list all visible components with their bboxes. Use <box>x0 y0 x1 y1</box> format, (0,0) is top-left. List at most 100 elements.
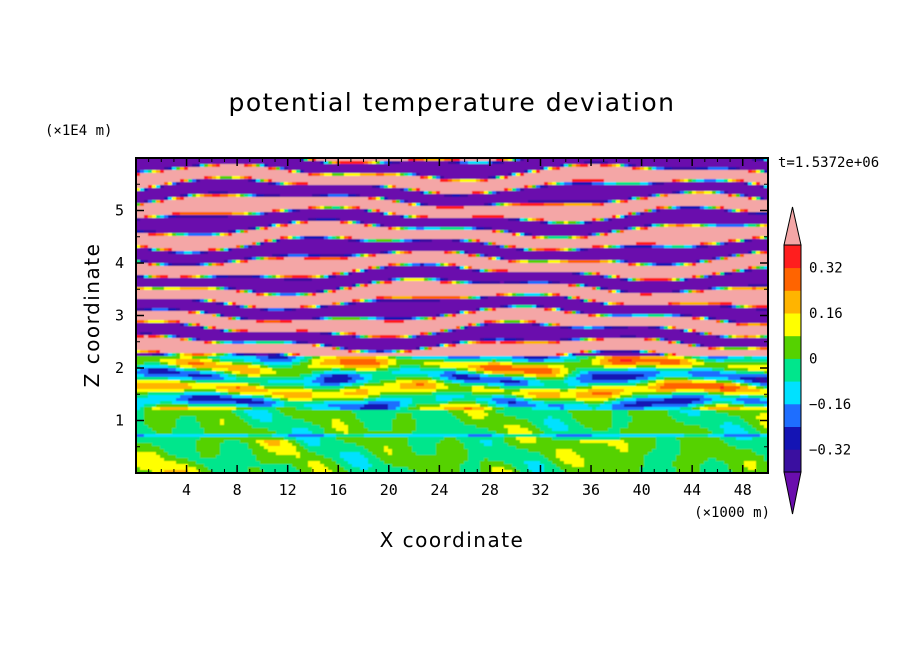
field-cell <box>740 248 745 252</box>
field-cell <box>328 164 333 168</box>
field-cell <box>464 194 469 198</box>
field-cell <box>688 170 693 174</box>
field-cell <box>248 221 253 225</box>
field-cell <box>756 185 761 189</box>
field-cell <box>164 200 169 204</box>
field-cell <box>460 167 465 171</box>
field-cell <box>544 179 549 183</box>
field-cell <box>360 209 365 213</box>
field-cell <box>220 212 225 216</box>
field-cell <box>160 164 165 168</box>
field-cell <box>476 167 481 171</box>
field-cell <box>644 203 649 207</box>
field-cell <box>148 227 153 231</box>
field-cell <box>156 224 161 228</box>
field-cell <box>344 251 349 255</box>
field-cell <box>596 197 601 201</box>
field-cell <box>588 188 593 192</box>
field-cell <box>744 224 749 228</box>
field-cell <box>172 191 177 195</box>
field-cell <box>352 161 357 165</box>
field-cell <box>480 167 485 171</box>
field-cell <box>636 203 641 207</box>
field-cell <box>300 158 305 162</box>
field-cell <box>664 185 669 189</box>
field-cell <box>284 176 289 180</box>
field-cell <box>340 185 345 189</box>
field-cell <box>304 218 309 222</box>
field-cell <box>232 233 237 237</box>
field-cell <box>512 188 517 192</box>
field-cell <box>436 173 441 177</box>
field-cell <box>196 245 201 249</box>
field-cell <box>136 194 141 198</box>
field-cell <box>412 221 417 225</box>
field-cell <box>364 173 369 177</box>
field-cell <box>256 209 261 213</box>
field-cell <box>296 245 301 249</box>
field-cell <box>192 212 197 216</box>
field-cell <box>296 248 301 252</box>
field-cell <box>564 170 569 174</box>
field-cell <box>196 179 201 183</box>
field-cell <box>412 206 417 210</box>
field-cell <box>532 236 537 240</box>
field-cell <box>636 179 641 183</box>
field-cell <box>388 164 393 168</box>
field-cell <box>284 251 289 255</box>
field-cell <box>676 179 681 183</box>
field-cell <box>560 194 565 198</box>
field-cell <box>536 164 541 168</box>
field-cell <box>252 203 257 207</box>
field-cell <box>160 203 165 207</box>
field-cell <box>552 239 557 243</box>
field-cell <box>580 164 585 168</box>
field-cell <box>308 236 313 240</box>
field-cell <box>640 230 645 234</box>
field-cell <box>640 233 645 237</box>
field-cell <box>656 239 661 243</box>
field-cell <box>488 188 493 192</box>
field-cell <box>536 206 541 210</box>
field-cell <box>184 212 189 216</box>
field-cell <box>608 194 613 198</box>
field-cell <box>304 227 309 231</box>
field-cell <box>272 158 277 162</box>
field-cell <box>224 236 229 240</box>
field-cell <box>272 185 277 189</box>
field-cell <box>264 164 269 168</box>
field-cell <box>304 233 309 237</box>
field-cell <box>508 179 513 183</box>
field-cell <box>744 170 749 174</box>
field-cell <box>564 224 569 228</box>
field-cell <box>532 191 537 195</box>
field-cell <box>284 161 289 165</box>
field-cell <box>304 173 309 177</box>
field-cell <box>624 245 629 249</box>
field-cell <box>152 158 157 162</box>
field-cell <box>368 170 373 174</box>
field-cell <box>196 233 201 237</box>
field-cell <box>672 194 677 198</box>
field-cell <box>268 215 273 219</box>
field-cell <box>228 179 233 183</box>
field-cell <box>636 242 641 246</box>
field-cell <box>600 221 605 225</box>
field-cell <box>368 203 373 207</box>
field-cell <box>140 206 145 210</box>
field-cell <box>308 248 313 252</box>
field-cell <box>216 209 221 213</box>
field-cell <box>640 170 645 174</box>
field-cell <box>672 224 677 228</box>
field-cell <box>184 197 189 201</box>
field-cell <box>748 212 753 216</box>
field-cell <box>512 215 517 219</box>
field-cell <box>360 236 365 240</box>
field-cell <box>712 167 717 171</box>
field-cell <box>332 206 337 210</box>
field-cell <box>544 188 549 192</box>
field-cell <box>220 167 225 171</box>
field-cell <box>344 188 349 192</box>
field-cell <box>504 242 509 246</box>
field-cell <box>420 158 425 162</box>
